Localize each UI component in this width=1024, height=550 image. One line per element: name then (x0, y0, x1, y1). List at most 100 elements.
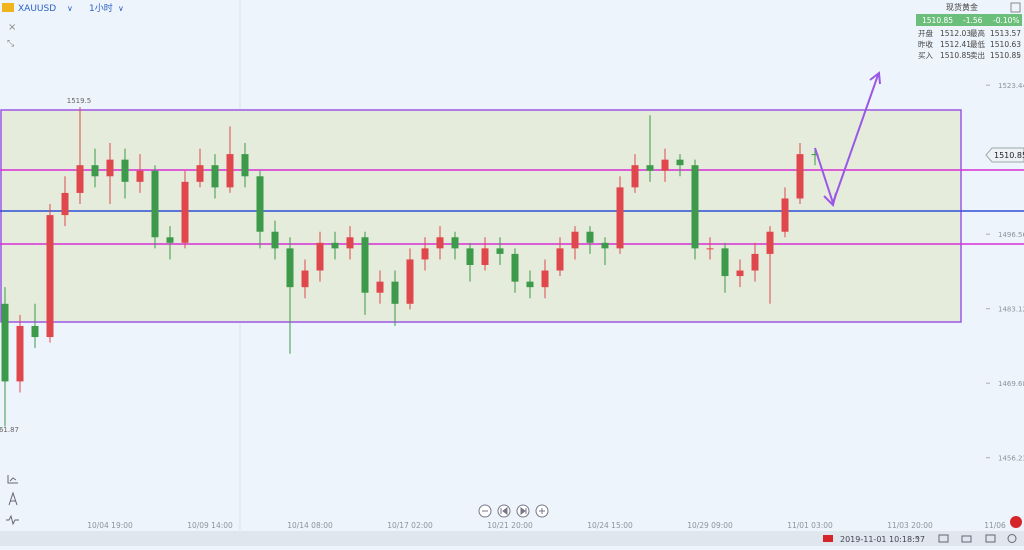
candle-body (766, 231, 774, 254)
candle-body (571, 231, 579, 249)
left-tools (6, 475, 19, 526)
quote-cell: 1510.85 (990, 51, 1021, 60)
candle (586, 226, 594, 254)
symbol[interactable]: XAUUSD (18, 4, 56, 14)
candle (706, 237, 714, 260)
last-price-label: 1510.85 (994, 151, 1024, 160)
candle (811, 148, 819, 166)
y-tick-label: 1469.68 (998, 380, 1024, 388)
status-icons (938, 534, 1017, 543)
candle (676, 154, 684, 177)
indicator-tool[interactable] (7, 475, 18, 484)
candle (121, 148, 129, 199)
timeframe[interactable]: 1小时 (89, 2, 113, 14)
candle (601, 237, 609, 265)
candle-body (181, 181, 189, 243)
flag-icon (823, 535, 833, 542)
candle-body (586, 231, 594, 243)
high-label: 1519.5 (67, 97, 92, 105)
close-button[interactable]: × (8, 22, 16, 33)
dropdown[interactable]: ∨ (67, 4, 73, 13)
arrow-head (869, 71, 881, 85)
candle-body (91, 165, 99, 177)
candle (106, 143, 114, 205)
candle-body (391, 281, 399, 304)
candle-body (361, 237, 369, 293)
candle-body (301, 270, 309, 288)
candle-body (541, 270, 549, 288)
candle-body (316, 242, 324, 271)
candle (571, 226, 579, 260)
quote-cell: 1512.03 (940, 29, 971, 38)
candle-body (406, 259, 414, 304)
candle (361, 231, 369, 315)
y-tick-label: 1456.23 (998, 455, 1024, 463)
x-tick-label: 10/04 19:00 (87, 521, 133, 530)
candle-body (31, 325, 39, 338)
candle-body (736, 270, 744, 277)
collapse-button[interactable]: ⤡ (7, 39, 14, 49)
y-tick-label: 1483.12 (998, 306, 1024, 314)
quote-expand[interactable]: ∨ (1016, 51, 1022, 60)
candle-body (61, 192, 69, 216)
candle (31, 303, 39, 349)
candle-body (241, 154, 249, 177)
symbol-icon (2, 3, 14, 12)
quote-cell: 昨收 (918, 39, 933, 49)
dropdown[interactable]: ∨ (118, 4, 124, 13)
candle (556, 237, 564, 277)
panel-toggle[interactable] (1010, 2, 1021, 13)
candle (721, 242, 729, 293)
status-datetime: 2019-11-01 10:18:37 (840, 535, 925, 544)
arrow-head (823, 192, 837, 207)
candle-body (631, 165, 639, 188)
candle (451, 231, 459, 260)
candle (316, 231, 324, 282)
candle-body (376, 281, 384, 293)
candle (511, 248, 519, 293)
candle (766, 226, 774, 304)
candle-body (691, 165, 699, 249)
candle (481, 237, 489, 271)
x-tick-label: 10/17 02:00 (387, 521, 433, 530)
candle-body (136, 170, 144, 182)
candle (796, 143, 804, 205)
candle (211, 154, 219, 199)
x-axis: 10/04 19:00 10/09 14:00 10/14 08:00 10/17 0… (87, 521, 1006, 530)
candle (541, 259, 549, 299)
screenshot-button[interactable] (961, 535, 972, 543)
zoom-controls (478, 504, 549, 518)
candle (781, 187, 789, 238)
layout-button[interactable] (938, 534, 949, 543)
candle (751, 242, 759, 282)
fullscreen-button[interactable] (985, 534, 996, 543)
alert-badge[interactable] (1010, 516, 1022, 528)
x-tick-label: 10/21 20:00 (487, 521, 533, 530)
quote-cell: 1512.41 (940, 40, 971, 49)
candle-body (286, 248, 294, 288)
wave-tool[interactable] (6, 514, 19, 526)
x-tick-label: 10/14 08:00 (287, 521, 333, 530)
candle (406, 248, 414, 310)
candle (271, 220, 279, 260)
y-axis: 1523.44 1496.56 1483.12 1469.68 1456.23 1510.… (985, 82, 1024, 463)
candle (376, 270, 384, 304)
range-box (0, 109, 962, 323)
x-tick-label: 10/09 14:00 (187, 521, 233, 530)
candle (661, 148, 669, 182)
candle (616, 176, 624, 254)
candle (436, 226, 444, 260)
settings-button[interactable] (1007, 534, 1017, 543)
candle-body (706, 248, 714, 250)
status-expand[interactable]: ^ (914, 535, 921, 544)
candle (76, 106, 84, 205)
quote-cell: 最高 (970, 28, 985, 38)
candle-body (1, 303, 9, 382)
candle-body (211, 165, 219, 188)
candle (196, 148, 204, 188)
candle-body (481, 248, 489, 265)
draw-tool[interactable] (8, 491, 18, 506)
